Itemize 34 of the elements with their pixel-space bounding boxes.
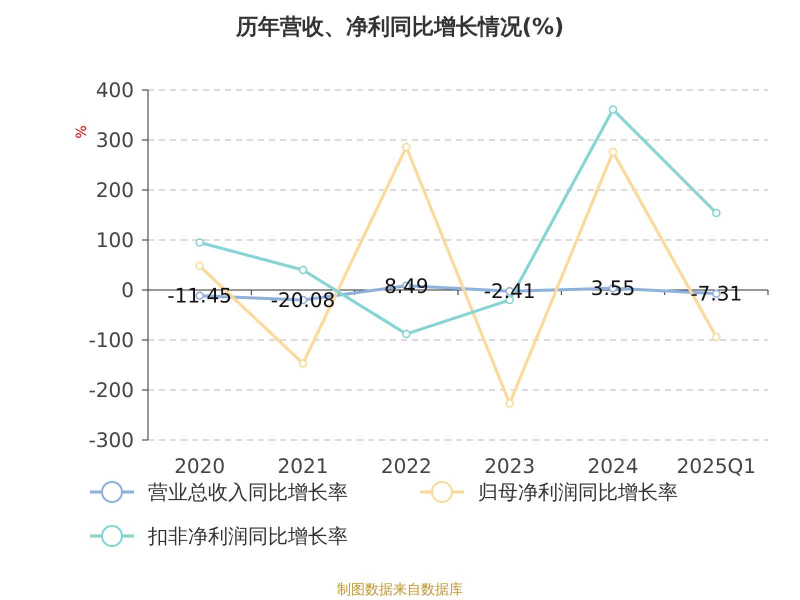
point	[505, 399, 514, 408]
x-tick-label: 2024	[588, 454, 638, 478]
y-tick-label: 400	[96, 78, 134, 102]
y-tick-label: -100	[88, 328, 134, 352]
point	[402, 142, 411, 152]
x-tick-label: 2021	[278, 454, 328, 478]
x-tick-label: 2022	[380, 454, 432, 478]
point	[608, 148, 618, 156]
text: 制图数据来自数据库	[337, 582, 463, 598]
chart-title: 历年营收、净利同比增长情况(%)	[234, 15, 564, 40]
point	[195, 262, 204, 270]
x-tick-label: 2020	[174, 454, 226, 478]
legend-label: 营业总收入同比增长率	[148, 480, 348, 504]
point	[298, 359, 308, 368]
point	[298, 266, 308, 274]
data-label: -20.08	[270, 288, 336, 312]
y-tick-label: -300	[88, 428, 134, 452]
legend-label: 归母净利润同比增长率	[478, 480, 678, 504]
point	[402, 330, 411, 338]
point	[195, 238, 204, 247]
x-tick-label: 2025Q1	[676, 454, 756, 478]
data-label: -11.45	[167, 284, 232, 308]
legend-label: 扣非净利润同比增长率	[147, 524, 348, 548]
data-label: -2.41	[484, 279, 536, 304]
y-tick-label: 300	[96, 128, 134, 152]
point	[712, 332, 721, 342]
y-axis-title: %	[74, 125, 90, 139]
y-tick-label: 100	[96, 228, 134, 252]
y-tick-label: 200	[96, 178, 134, 202]
x-tick-label: 2023	[484, 454, 536, 478]
y-tick-label: 0	[121, 278, 134, 302]
point	[712, 208, 721, 218]
y-tick-label: -200	[88, 378, 134, 402]
point	[608, 105, 618, 114]
